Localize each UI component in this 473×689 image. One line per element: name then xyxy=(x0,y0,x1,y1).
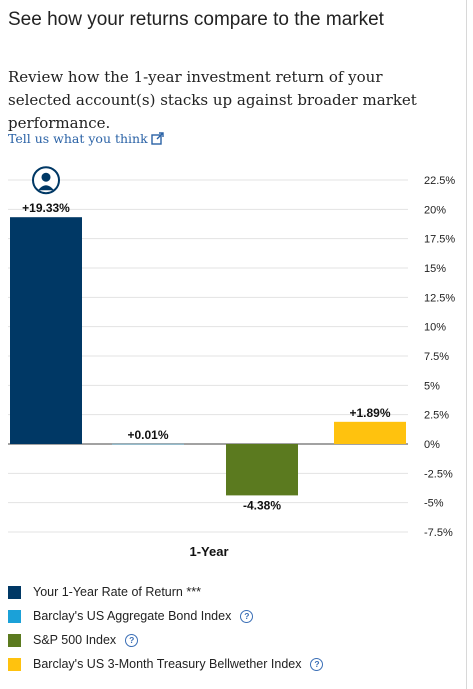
bar xyxy=(334,421,406,444)
y-tick-label: 20% xyxy=(424,204,446,216)
help-icon[interactable]: ? xyxy=(125,633,139,647)
data-label: +19.33% xyxy=(22,201,70,215)
y-tick-label: 2.5% xyxy=(424,410,449,422)
y-tick-label: -2.5% xyxy=(424,468,453,480)
data-label: -4.38% xyxy=(243,498,281,512)
returns-bar-chart: 22.5% 20% 17.5% 15% 12.5% 10% 7.5% 5% 2.5% 0% -2.5… xyxy=(8,166,455,559)
y-tick-label: 15% xyxy=(424,263,446,275)
help-icon[interactable]: ? xyxy=(240,609,254,623)
legend-label: Barclay's US 3-Month Treasury Bellwether… xyxy=(33,657,302,671)
legend-label: S&P 500 Index xyxy=(33,633,117,647)
bar xyxy=(10,217,82,444)
feedback-link[interactable]: Tell us what you think xyxy=(8,131,164,146)
help-icon[interactable]: ? xyxy=(310,657,324,671)
page-description: Review how the 1-year investment return … xyxy=(8,68,417,132)
legend-item-bond-index: Barclay's US Aggregate Bond Index ? xyxy=(8,604,458,628)
y-tick-label: 0% xyxy=(424,439,440,451)
y-tick-label: 5% xyxy=(424,380,440,392)
legend-swatch xyxy=(8,609,21,623)
y-tick-label: -5% xyxy=(424,498,444,510)
user-avatar-icon xyxy=(32,166,60,195)
y-tick-label: 22.5% xyxy=(424,175,455,187)
legend-swatch xyxy=(8,633,21,647)
data-label: +1.89% xyxy=(349,406,390,420)
external-link-icon xyxy=(150,132,164,145)
page-title: See how your returns compare to the mark… xyxy=(8,9,384,30)
panel-right-border xyxy=(466,0,467,689)
bar xyxy=(226,444,298,496)
legend-swatch xyxy=(8,585,21,599)
legend-swatch xyxy=(8,657,21,671)
y-tick-label: -7.5% xyxy=(424,527,453,539)
legend-item-treasury: Barclay's US 3-Month Treasury Bellwether… xyxy=(8,652,458,676)
legend-label: Barclay's US Aggregate Bond Index xyxy=(33,609,232,623)
feedback-link-label: Tell us what you think xyxy=(8,131,148,146)
y-tick-label: 10% xyxy=(424,322,446,334)
y-tick-label: 7.5% xyxy=(424,351,449,363)
legend-item-your-return: Your 1-Year Rate of Return *** xyxy=(8,580,458,604)
y-tick-label: 12.5% xyxy=(424,292,455,304)
legend-item-sp500: S&P 500 Index ? xyxy=(8,628,458,652)
chart-legend: Your 1-Year Rate of Return *** Barclay's… xyxy=(8,580,458,676)
y-tick-label: 17.5% xyxy=(424,234,455,246)
x-axis-label: 1-Year xyxy=(189,544,228,559)
data-label: +0.01% xyxy=(127,428,168,442)
legend-label: Your 1-Year Rate of Return *** xyxy=(33,585,201,599)
